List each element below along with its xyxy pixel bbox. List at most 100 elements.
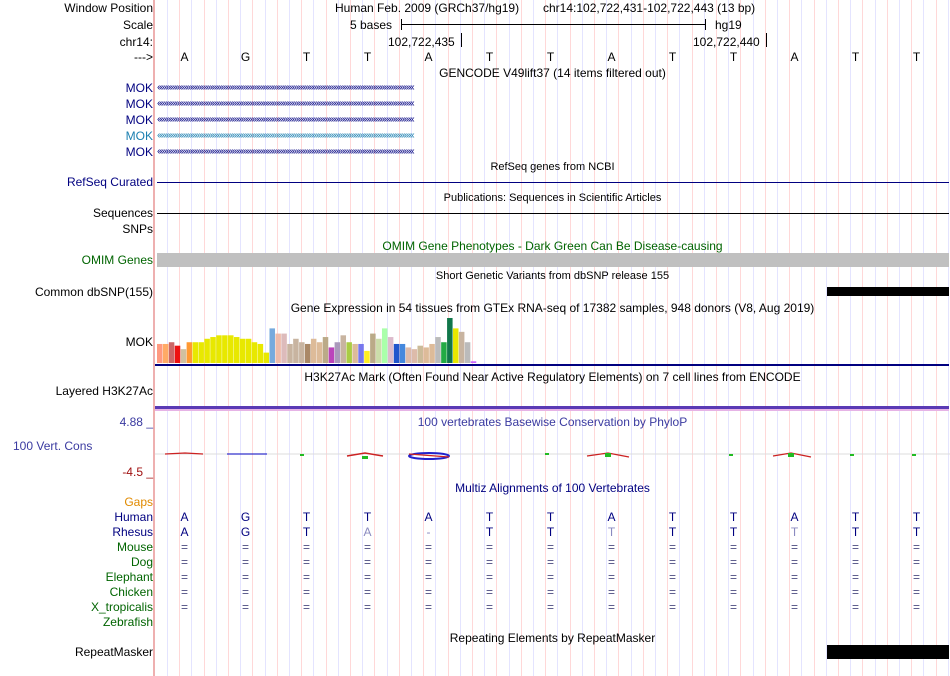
omim-track-label[interactable]: OMIM Genes: [81, 253, 153, 267]
gtex-tissue-bar[interactable]: [358, 343, 364, 363]
gtex-tissue-bar[interactable]: [168, 342, 175, 363]
gencode-item-label[interactable]: MOK: [125, 145, 153, 159]
gtex-tissue-bar[interactable]: [346, 342, 352, 363]
gtex-tissue-bar[interactable]: [381, 328, 388, 363]
gtex-tissue-bar[interactable]: [162, 343, 169, 363]
gencode-item-label[interactable]: MOK: [125, 129, 153, 143]
gtex-tissue-bar[interactable]: [435, 337, 441, 363]
scale-text: 5 bases: [350, 18, 393, 32]
gencode-item-label[interactable]: MOK: [125, 81, 153, 95]
gtex-tissue-bar[interactable]: [269, 328, 275, 363]
multiz-species-label[interactable]: X_tropicalis: [90, 600, 153, 614]
multiz-species-label[interactable]: Dog: [130, 555, 153, 569]
gencode-item-label[interactable]: MOK: [125, 113, 153, 127]
gtex-tissue-bar[interactable]: [334, 342, 341, 363]
multiz-base: =: [363, 540, 371, 554]
repeatmasker-element-block[interactable]: [827, 645, 949, 659]
multiz-species-label[interactable]: Elephant: [105, 570, 153, 584]
multiz-species-label[interactable]: Human: [114, 510, 153, 524]
sequences-track-label[interactable]: Sequences: [92, 206, 153, 220]
gtex-tissue-bar[interactable]: [411, 349, 418, 363]
gtex-tissue-bar[interactable]: [186, 342, 193, 363]
gencode-transcript-line[interactable]: ‹‹‹‹‹‹‹‹‹‹‹‹‹‹‹‹‹‹‹‹‹‹‹‹‹‹‹‹‹‹‹‹‹‹‹‹‹‹‹‹…: [157, 115, 415, 125]
publications-track-title: Publications: Sequences in Scientific Ar…: [443, 192, 662, 204]
gtex-tissue-bar[interactable]: [387, 337, 394, 363]
gtex-tissue-bar[interactable]: [239, 338, 246, 363]
gtex-tissue-bar[interactable]: [417, 345, 423, 363]
gtex-tissue-bar[interactable]: [281, 333, 287, 363]
gtex-tissue-bar[interactable]: [251, 342, 258, 363]
gtex-tissue-bar[interactable]: [174, 345, 181, 363]
gtex-tissue-bar[interactable]: [305, 343, 311, 363]
gtex-tissue-bar[interactable]: [180, 349, 187, 363]
gtex-tissue-bar[interactable]: [370, 333, 376, 363]
multiz-species-label[interactable]: Zebrafish: [102, 615, 153, 629]
gaps-label[interactable]: Gaps: [124, 495, 153, 509]
gtex-tissue-bar[interactable]: [376, 338, 382, 363]
gencode-transcript-line[interactable]: ‹‹‹‹‹‹‹‹‹‹‹‹‹‹‹‹‹‹‹‹‹‹‹‹‹‹‹‹‹‹‹‹‹‹‹‹‹‹‹‹…: [157, 99, 415, 109]
gtex-tissue-bar[interactable]: [453, 328, 459, 363]
phylop-conservation-plot[interactable]: [155, 444, 950, 466]
gtex-tissue-bar[interactable]: [423, 347, 429, 363]
position-text[interactable]: chr14:102,722,431-102,722,443 (13 bp): [543, 1, 756, 15]
gtex-track-label[interactable]: MOK: [125, 335, 153, 349]
dbsnp-track-label[interactable]: Common dbSNP(155): [34, 285, 153, 299]
gencode-transcript-line[interactable]: ‹‹‹‹‹‹‹‹‹‹‹‹‹‹‹‹‹‹‹‹‹‹‹‹‹‹‹‹‹‹‹‹‹‹‹‹‹‹‹‹…: [157, 83, 415, 93]
gtex-tissue-bar[interactable]: [293, 338, 299, 363]
multiz-base: T: [729, 525, 738, 539]
sequences-track-line[interactable]: [157, 213, 949, 214]
refseq-track-label[interactable]: RefSeq Curated: [66, 175, 153, 189]
gtex-tissue-bar[interactable]: [310, 338, 317, 363]
strand-arrow-label[interactable]: --->: [134, 50, 153, 64]
gtex-tissue-bar[interactable]: [429, 343, 435, 363]
gtex-tissue-bar[interactable]: [222, 335, 228, 363]
gtex-tissue-bar[interactable]: [470, 361, 477, 363]
multiz-species-label[interactable]: Rhesus: [112, 525, 153, 539]
gtex-tissue-bar[interactable]: [275, 333, 281, 363]
gtex-tissue-bar[interactable]: [340, 335, 347, 363]
multiz-base: =: [851, 585, 859, 599]
gtex-tissue-bar[interactable]: [192, 342, 199, 363]
repeatmasker-track-label[interactable]: RepeatMasker: [74, 645, 153, 659]
gtex-tissue-bar[interactable]: [216, 335, 222, 363]
multiz-species-label[interactable]: Mouse: [116, 540, 153, 554]
gtex-tissue-bar[interactable]: [299, 342, 305, 363]
gtex-tissue-bar[interactable]: [405, 347, 412, 363]
h3k27ac-track-label[interactable]: Layered H3K27Ac: [55, 384, 153, 398]
guide-line: [643, 0, 644, 676]
gtex-tissue-bar[interactable]: [245, 338, 252, 363]
gencode-item-label[interactable]: MOK: [125, 97, 153, 111]
gtex-tissue-bar[interactable]: [441, 342, 447, 363]
gtex-tissue-bar[interactable]: [458, 331, 465, 363]
phylop-track-label[interactable]: 100 Vert. Cons: [13, 439, 93, 453]
gtex-tissue-bar[interactable]: [316, 342, 323, 363]
guide-line: [191, 0, 192, 676]
refseq-track-line[interactable]: [157, 182, 949, 183]
gtex-tissue-bar[interactable]: [364, 350, 370, 363]
gtex-tissue-bar[interactable]: [210, 337, 216, 363]
omim-track-bar[interactable]: [157, 253, 949, 267]
gtex-tissue-bar[interactable]: [352, 343, 358, 363]
gtex-tissue-bar[interactable]: [399, 343, 406, 363]
h3k27ac-signal[interactable]: [155, 406, 949, 409]
phylop-signal-1: [164, 452, 204, 455]
gtex-tissue-bar[interactable]: [198, 342, 204, 363]
gtex-tissue-bar[interactable]: [228, 335, 234, 363]
gtex-tissue-bar[interactable]: [464, 342, 471, 363]
snps-track-label[interactable]: SNPs: [122, 222, 153, 236]
gtex-tissue-bar[interactable]: [287, 343, 293, 363]
gencode-transcript-line[interactable]: ‹‹‹‹‹‹‹‹‹‹‹‹‹‹‹‹‹‹‹‹‹‹‹‹‹‹‹‹‹‹‹‹‹‹‹‹‹‹‹‹…: [157, 131, 415, 141]
gtex-tissue-bar[interactable]: [233, 337, 240, 363]
gtex-tissue-bar[interactable]: [322, 337, 329, 363]
gtex-tissue-bar[interactable]: [204, 338, 210, 363]
gtex-tissue-bar[interactable]: [263, 352, 270, 363]
gtex-tissue-bar[interactable]: [257, 343, 264, 363]
multiz-species-label[interactable]: Chicken: [109, 585, 153, 599]
gencode-transcript-line[interactable]: ‹‹‹‹‹‹‹‹‹‹‹‹‹‹‹‹‹‹‹‹‹‹‹‹‹‹‹‹‹‹‹‹‹‹‹‹‹‹‹‹…: [157, 147, 415, 157]
dbsnp-variant-block[interactable]: [827, 287, 949, 296]
gtex-tissue-bar[interactable]: [157, 343, 163, 363]
gtex-tissue-bar[interactable]: [393, 343, 400, 363]
gtex-tissue-bar[interactable]: [328, 347, 335, 363]
gtex-tissue-bar[interactable]: [447, 318, 453, 363]
gtex-expression-chart[interactable]: [155, 318, 950, 363]
